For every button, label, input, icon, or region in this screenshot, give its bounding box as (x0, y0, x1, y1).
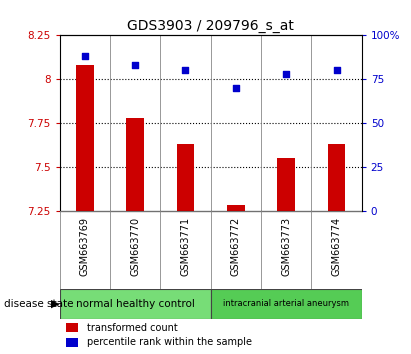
Point (132, 62, 139, 68)
Bar (277, 158, 295, 211)
Text: disease state: disease state (4, 298, 74, 309)
Bar (328, 144, 345, 211)
Bar (177, 144, 194, 211)
Title: GDS3903 / 209796_s_at: GDS3903 / 209796_s_at (127, 19, 294, 33)
Text: GSM663773: GSM663773 (281, 217, 291, 276)
Point (233, 85, 239, 91)
Text: intracranial arterial aneurysm: intracranial arterial aneurysm (223, 299, 349, 308)
Bar (66, 323, 78, 332)
Bar (227, 205, 245, 211)
Text: percentile rank within the sample: percentile rank within the sample (87, 337, 252, 347)
Text: ▶: ▶ (51, 298, 60, 309)
Bar (60, 289, 210, 319)
Text: GSM663771: GSM663771 (180, 217, 190, 276)
Text: GSM663769: GSM663769 (80, 217, 90, 276)
Text: GSM663772: GSM663772 (231, 217, 241, 276)
Bar (126, 118, 144, 211)
Point (182, 68, 189, 73)
Text: transformed count: transformed count (87, 322, 178, 332)
Point (333, 68, 340, 73)
Bar (66, 338, 78, 347)
Point (283, 71, 289, 77)
Point (81, 53, 88, 59)
Bar (210, 289, 362, 319)
Text: GSM663774: GSM663774 (332, 217, 342, 276)
Text: GSM663770: GSM663770 (130, 217, 140, 276)
Text: normal healthy control: normal healthy control (76, 298, 194, 309)
Bar (76, 65, 94, 211)
